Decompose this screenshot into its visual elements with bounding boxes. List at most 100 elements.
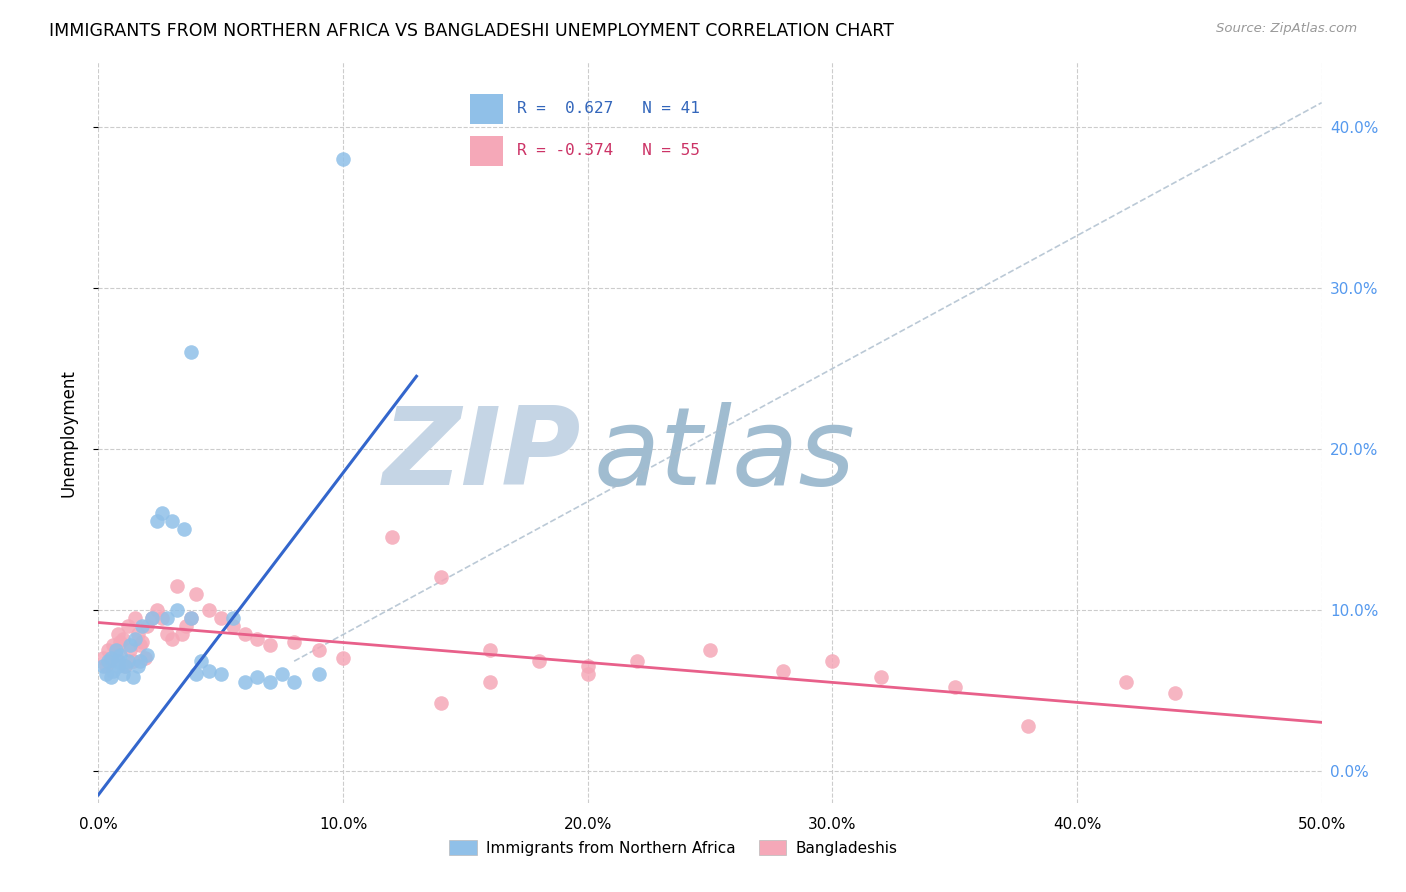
Point xyxy=(160,632,183,646)
Point xyxy=(129,654,152,668)
Point xyxy=(136,619,159,633)
Point xyxy=(626,654,648,668)
Point xyxy=(136,648,159,662)
Point xyxy=(186,586,208,600)
Point xyxy=(156,610,179,624)
Point xyxy=(124,632,146,646)
Point xyxy=(180,610,202,624)
Point xyxy=(117,654,139,668)
Point xyxy=(478,675,501,690)
Point xyxy=(173,522,195,536)
Legend: Immigrants from Northern Africa, Bangladeshis: Immigrants from Northern Africa, Banglad… xyxy=(443,834,904,862)
Point xyxy=(101,664,124,678)
Y-axis label: Unemployment: Unemployment xyxy=(59,368,77,497)
Point xyxy=(259,675,281,690)
Point xyxy=(146,514,169,528)
Point xyxy=(246,632,269,646)
Point xyxy=(120,643,142,657)
Point xyxy=(943,680,966,694)
Point xyxy=(209,610,232,624)
Point xyxy=(100,670,122,684)
Point xyxy=(176,619,198,633)
Point xyxy=(699,643,721,657)
Point xyxy=(1017,718,1039,732)
Point xyxy=(308,643,330,657)
Point xyxy=(121,654,143,668)
Point xyxy=(91,659,114,673)
Point xyxy=(283,635,305,649)
Point xyxy=(110,648,132,662)
Point xyxy=(160,514,183,528)
Point xyxy=(870,670,893,684)
Point xyxy=(91,651,114,665)
Point xyxy=(222,610,245,624)
Point xyxy=(120,638,142,652)
Point xyxy=(94,659,117,673)
Point xyxy=(576,667,599,681)
Point xyxy=(100,654,122,668)
Text: Source: ZipAtlas.com: Source: ZipAtlas.com xyxy=(1216,22,1357,36)
Point xyxy=(186,667,208,681)
Point xyxy=(156,627,179,641)
Point xyxy=(1115,675,1137,690)
Point xyxy=(107,654,129,668)
Point xyxy=(114,659,136,673)
Text: IMMIGRANTS FROM NORTHERN AFRICA VS BANGLADESHI UNEMPLOYMENT CORRELATION CHART: IMMIGRANTS FROM NORTHERN AFRICA VS BANGL… xyxy=(49,22,894,40)
Point xyxy=(134,651,156,665)
Point xyxy=(104,648,127,662)
Point xyxy=(180,345,202,359)
Point xyxy=(127,627,149,641)
Point xyxy=(1164,686,1187,700)
Point xyxy=(209,667,232,681)
Point xyxy=(114,659,136,673)
Point xyxy=(430,570,453,584)
Point xyxy=(150,610,173,624)
Point xyxy=(110,635,132,649)
Point xyxy=(332,152,354,166)
Point xyxy=(233,627,256,641)
Point xyxy=(381,530,404,544)
Point xyxy=(141,610,163,624)
Point xyxy=(111,632,134,646)
Point xyxy=(308,667,330,681)
Point xyxy=(111,667,134,681)
Point xyxy=(166,602,188,616)
Point xyxy=(131,635,153,649)
Point xyxy=(107,627,129,641)
Point xyxy=(478,643,501,657)
Point xyxy=(131,619,153,633)
Point xyxy=(150,506,173,520)
Point xyxy=(97,654,120,668)
Text: atlas: atlas xyxy=(593,402,856,508)
Point xyxy=(101,638,124,652)
Point xyxy=(197,664,219,678)
Point xyxy=(332,651,354,665)
Point xyxy=(141,610,163,624)
Point xyxy=(94,667,117,681)
Point xyxy=(117,619,139,633)
Point xyxy=(430,696,453,710)
Point xyxy=(233,675,256,690)
Point xyxy=(104,643,127,657)
Point xyxy=(576,659,599,673)
Point xyxy=(259,638,281,652)
Point xyxy=(190,654,212,668)
Point xyxy=(127,659,149,673)
Text: ZIP: ZIP xyxy=(384,401,582,508)
Point xyxy=(129,638,152,652)
Point xyxy=(283,675,305,690)
Point xyxy=(821,654,844,668)
Point xyxy=(180,610,202,624)
Point xyxy=(107,659,129,673)
Point xyxy=(146,602,169,616)
Point xyxy=(270,667,294,681)
Point xyxy=(527,654,550,668)
Point xyxy=(170,627,193,641)
Point xyxy=(222,619,245,633)
Point xyxy=(100,651,122,665)
Point xyxy=(197,602,219,616)
Point xyxy=(124,610,146,624)
Point xyxy=(246,670,269,684)
Point xyxy=(772,664,794,678)
Point xyxy=(166,578,188,592)
